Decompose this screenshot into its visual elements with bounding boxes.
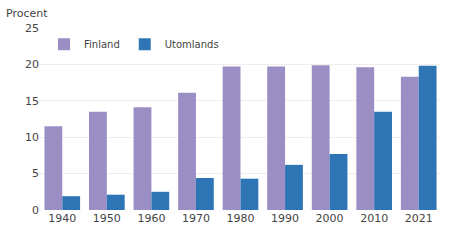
svg-text:1990: 1990	[271, 212, 299, 225]
svg-text:1940: 1940	[48, 212, 76, 225]
svg-text:1950: 1950	[93, 212, 121, 225]
svg-text:10: 10	[25, 131, 39, 144]
svg-text:0: 0	[32, 204, 39, 217]
svg-text:2010: 2010	[360, 212, 388, 225]
svg-text:5: 5	[32, 167, 39, 180]
svg-text:15: 15	[25, 95, 39, 108]
svg-text:1960: 1960	[137, 212, 165, 225]
svg-text:20: 20	[25, 58, 39, 71]
svg-text:1970: 1970	[182, 212, 210, 225]
svg-text:1980: 1980	[227, 212, 255, 225]
svg-text:Utomlands: Utomlands	[165, 39, 219, 50]
svg-text:Procent: Procent	[6, 7, 48, 20]
svg-text:2000: 2000	[316, 212, 344, 225]
svg-text:Finland: Finland	[84, 39, 120, 50]
svg-text:25: 25	[25, 22, 39, 35]
svg-text:2021: 2021	[405, 212, 433, 225]
